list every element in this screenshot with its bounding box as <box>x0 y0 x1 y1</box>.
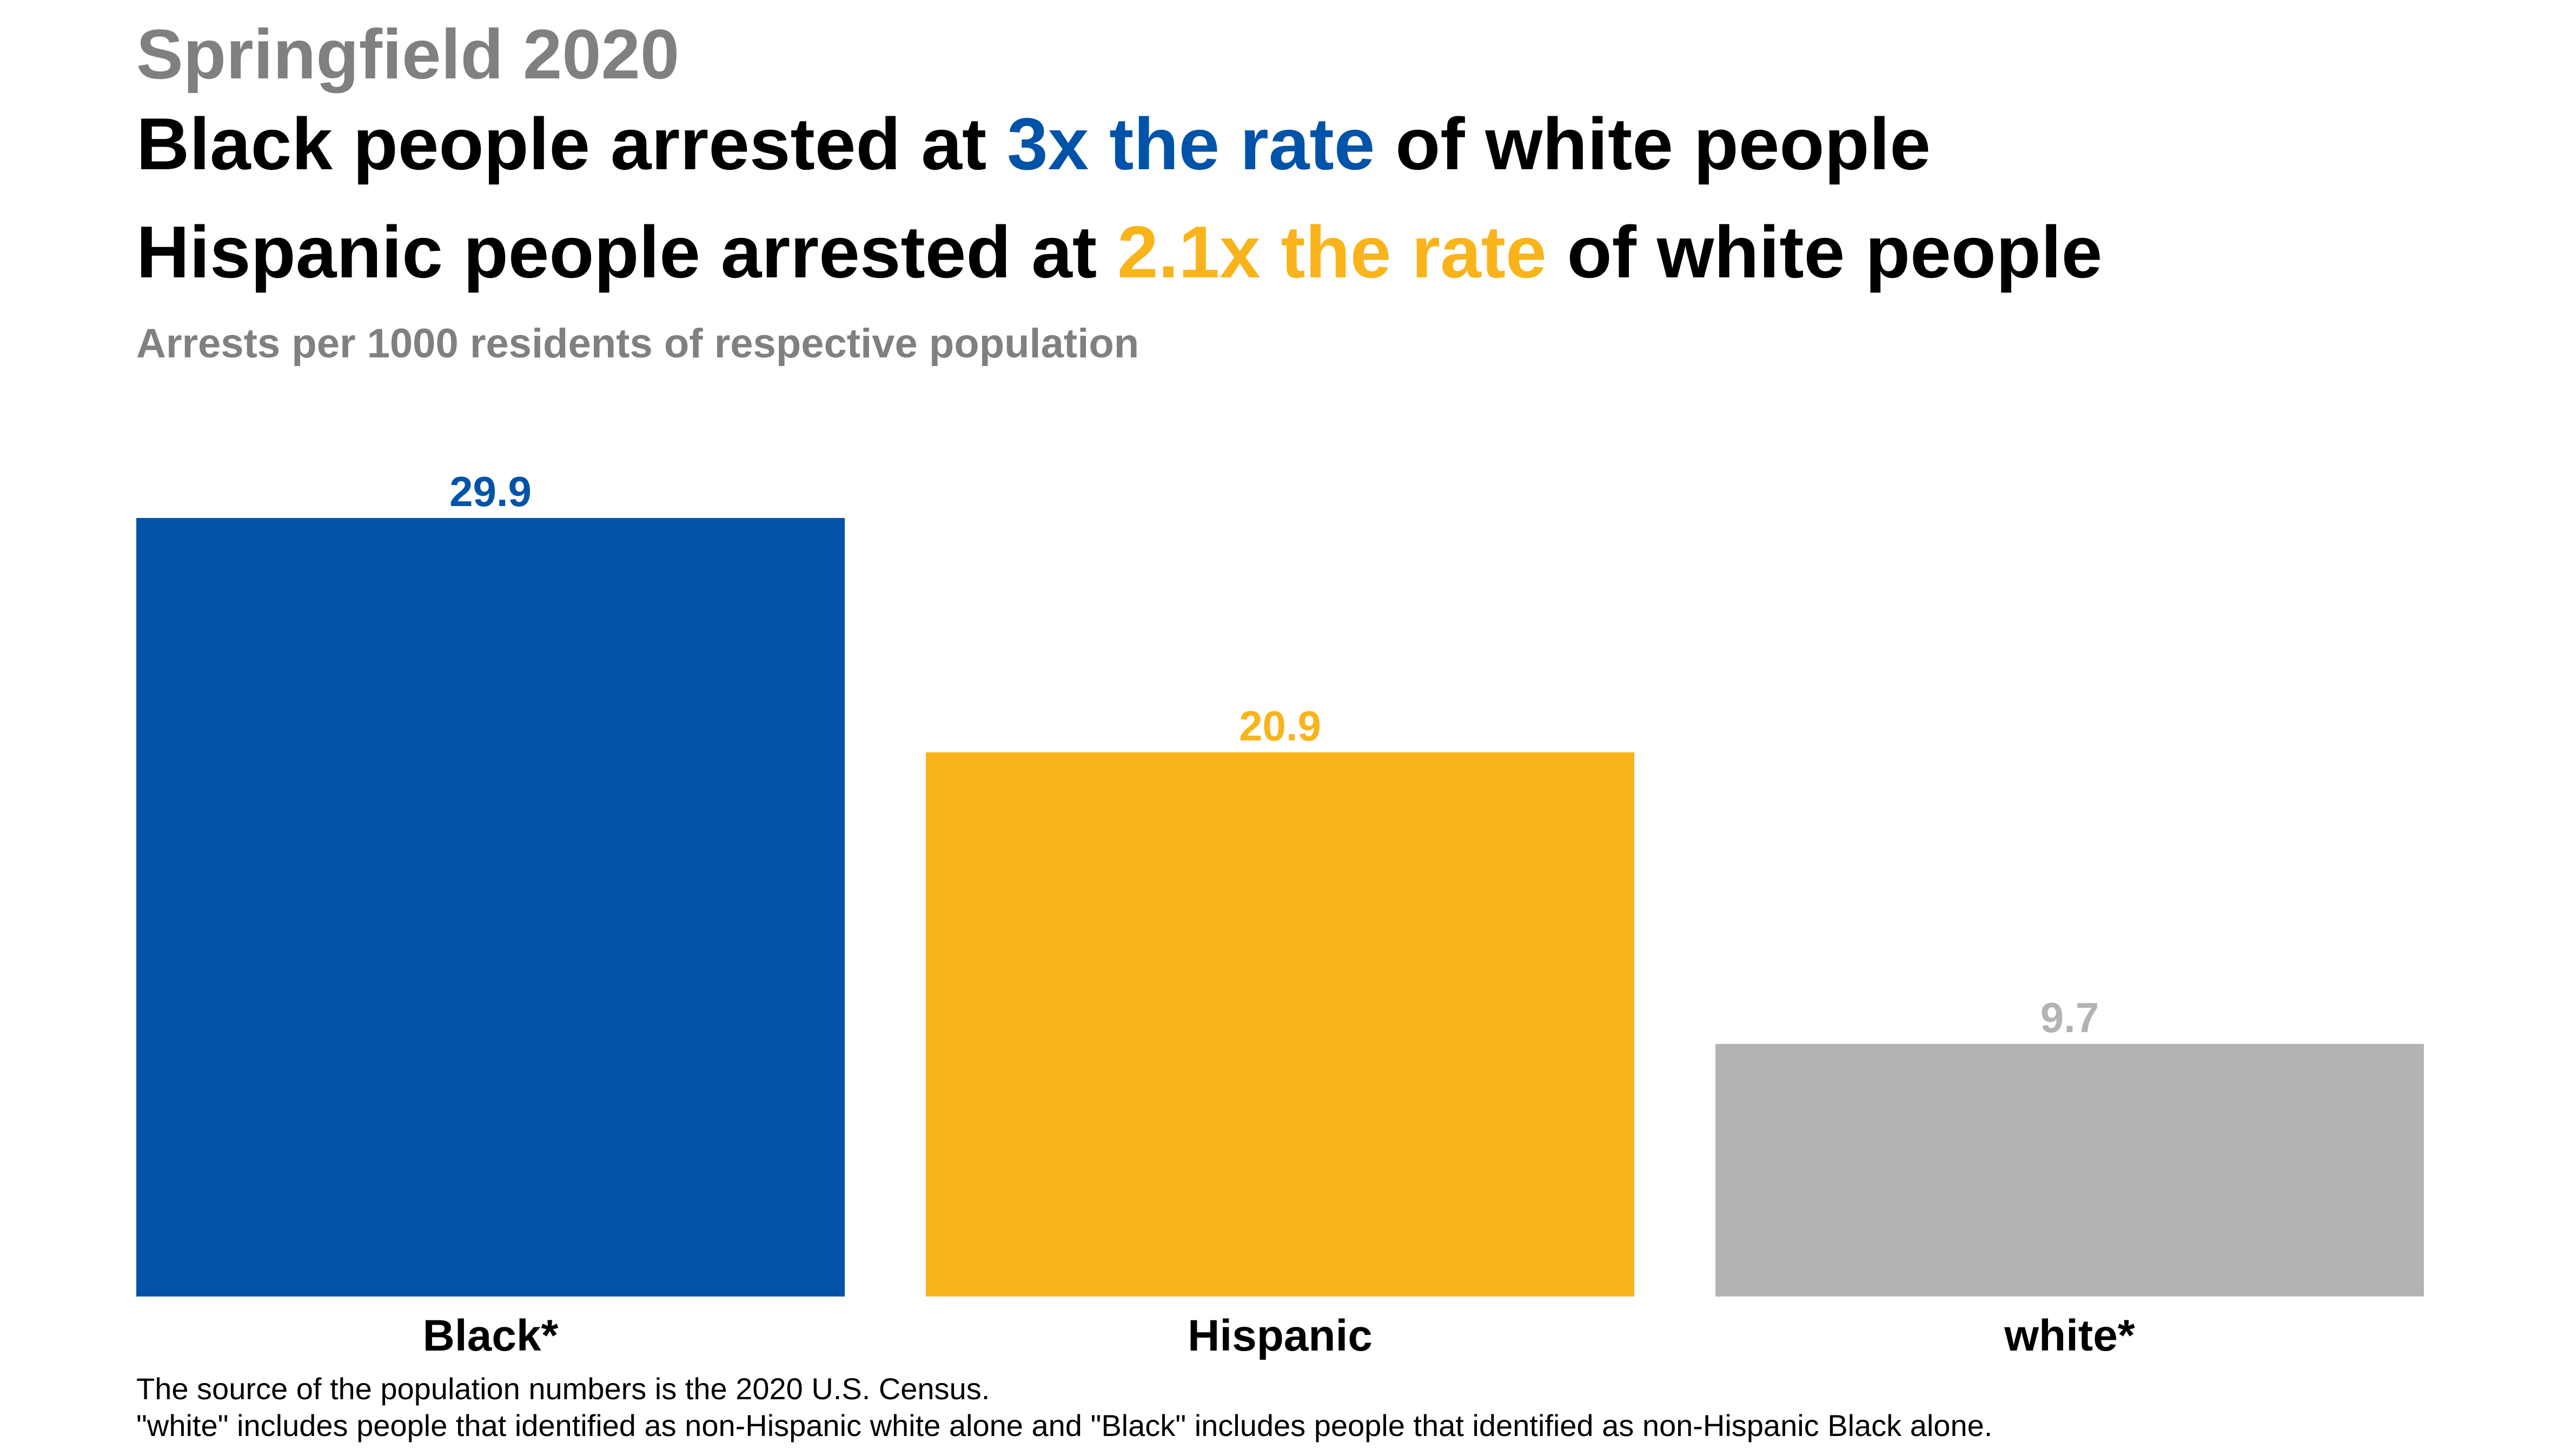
category-label-white: white* <box>2004 1311 2135 1360</box>
headline-line-hispanic: Hispanic people arrested at 2.1x the rat… <box>136 208 2102 296</box>
chart-kicker-title: Springfield 2020 <box>136 15 680 94</box>
headline-hispanic-after: of white people <box>1546 211 2103 293</box>
data-label-black: 29.9 <box>449 468 532 515</box>
headline-black-after: of white people <box>1375 103 1931 185</box>
headline-hispanic-highlight: 2.1x the rate <box>1117 211 1547 293</box>
bar-white <box>1715 1043 2424 1297</box>
bar-hispanic <box>926 752 1634 1297</box>
footnote-definitions: "white" includes people that identified … <box>136 1408 1993 1442</box>
chart-subtitle: Arrests per 1000 residents of respective… <box>136 321 1139 367</box>
category-label-black: Black* <box>423 1311 559 1360</box>
data-label-white: 9.7 <box>2040 994 2099 1041</box>
headline-black-before: Black people arrested at <box>136 103 1008 185</box>
headline-hispanic-before: Hispanic people arrested at <box>136 211 1117 293</box>
bar-black <box>136 518 845 1297</box>
headline-black-highlight: 3x the rate <box>1007 103 1375 185</box>
data-label-hispanic: 20.9 <box>1239 702 1321 749</box>
footnote-source: The source of the population numbers is … <box>136 1372 990 1406</box>
category-label-hispanic: Hispanic <box>1188 1311 1373 1360</box>
headline-line-black: Black people arrested at 3x the rate of … <box>136 100 1931 188</box>
